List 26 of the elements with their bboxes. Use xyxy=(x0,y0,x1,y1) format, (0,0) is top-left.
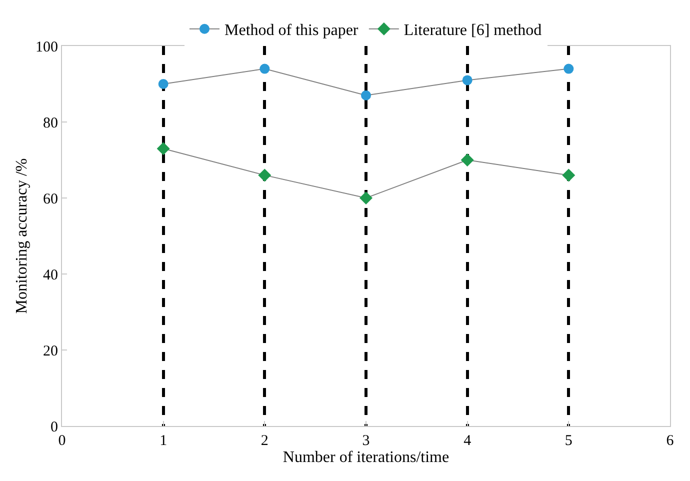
x-axis-title: Number of iterations/time xyxy=(282,449,450,466)
x-tick-label: 1 xyxy=(160,433,168,449)
legend-label: Literature [6] method xyxy=(404,22,542,40)
point xyxy=(360,192,372,204)
y-tick-label: 80 xyxy=(43,115,58,132)
y-axis-title: Monitoring accuracy /% xyxy=(13,158,30,314)
point xyxy=(564,64,574,74)
x-tick-label: 4 xyxy=(464,433,472,449)
point xyxy=(462,75,472,86)
y-tick-label: 60 xyxy=(43,191,58,208)
point xyxy=(156,142,170,156)
x-tick-label: 3 xyxy=(362,433,370,449)
point xyxy=(260,64,270,74)
y-tick-label: 0 xyxy=(50,419,58,436)
x-tick-label: 5 xyxy=(564,433,572,449)
point xyxy=(258,168,272,182)
legend-label: Method of this paper xyxy=(224,22,359,40)
point xyxy=(158,79,168,89)
y-tick-label: 20 xyxy=(43,343,58,360)
point xyxy=(562,168,576,182)
y-tick-label: 40 xyxy=(43,267,58,284)
x-tick-label: 6 xyxy=(666,433,674,449)
x-tick-label: 2 xyxy=(260,433,268,449)
y-tick-label: 100 xyxy=(36,39,58,56)
point xyxy=(361,90,371,100)
point xyxy=(460,154,474,166)
